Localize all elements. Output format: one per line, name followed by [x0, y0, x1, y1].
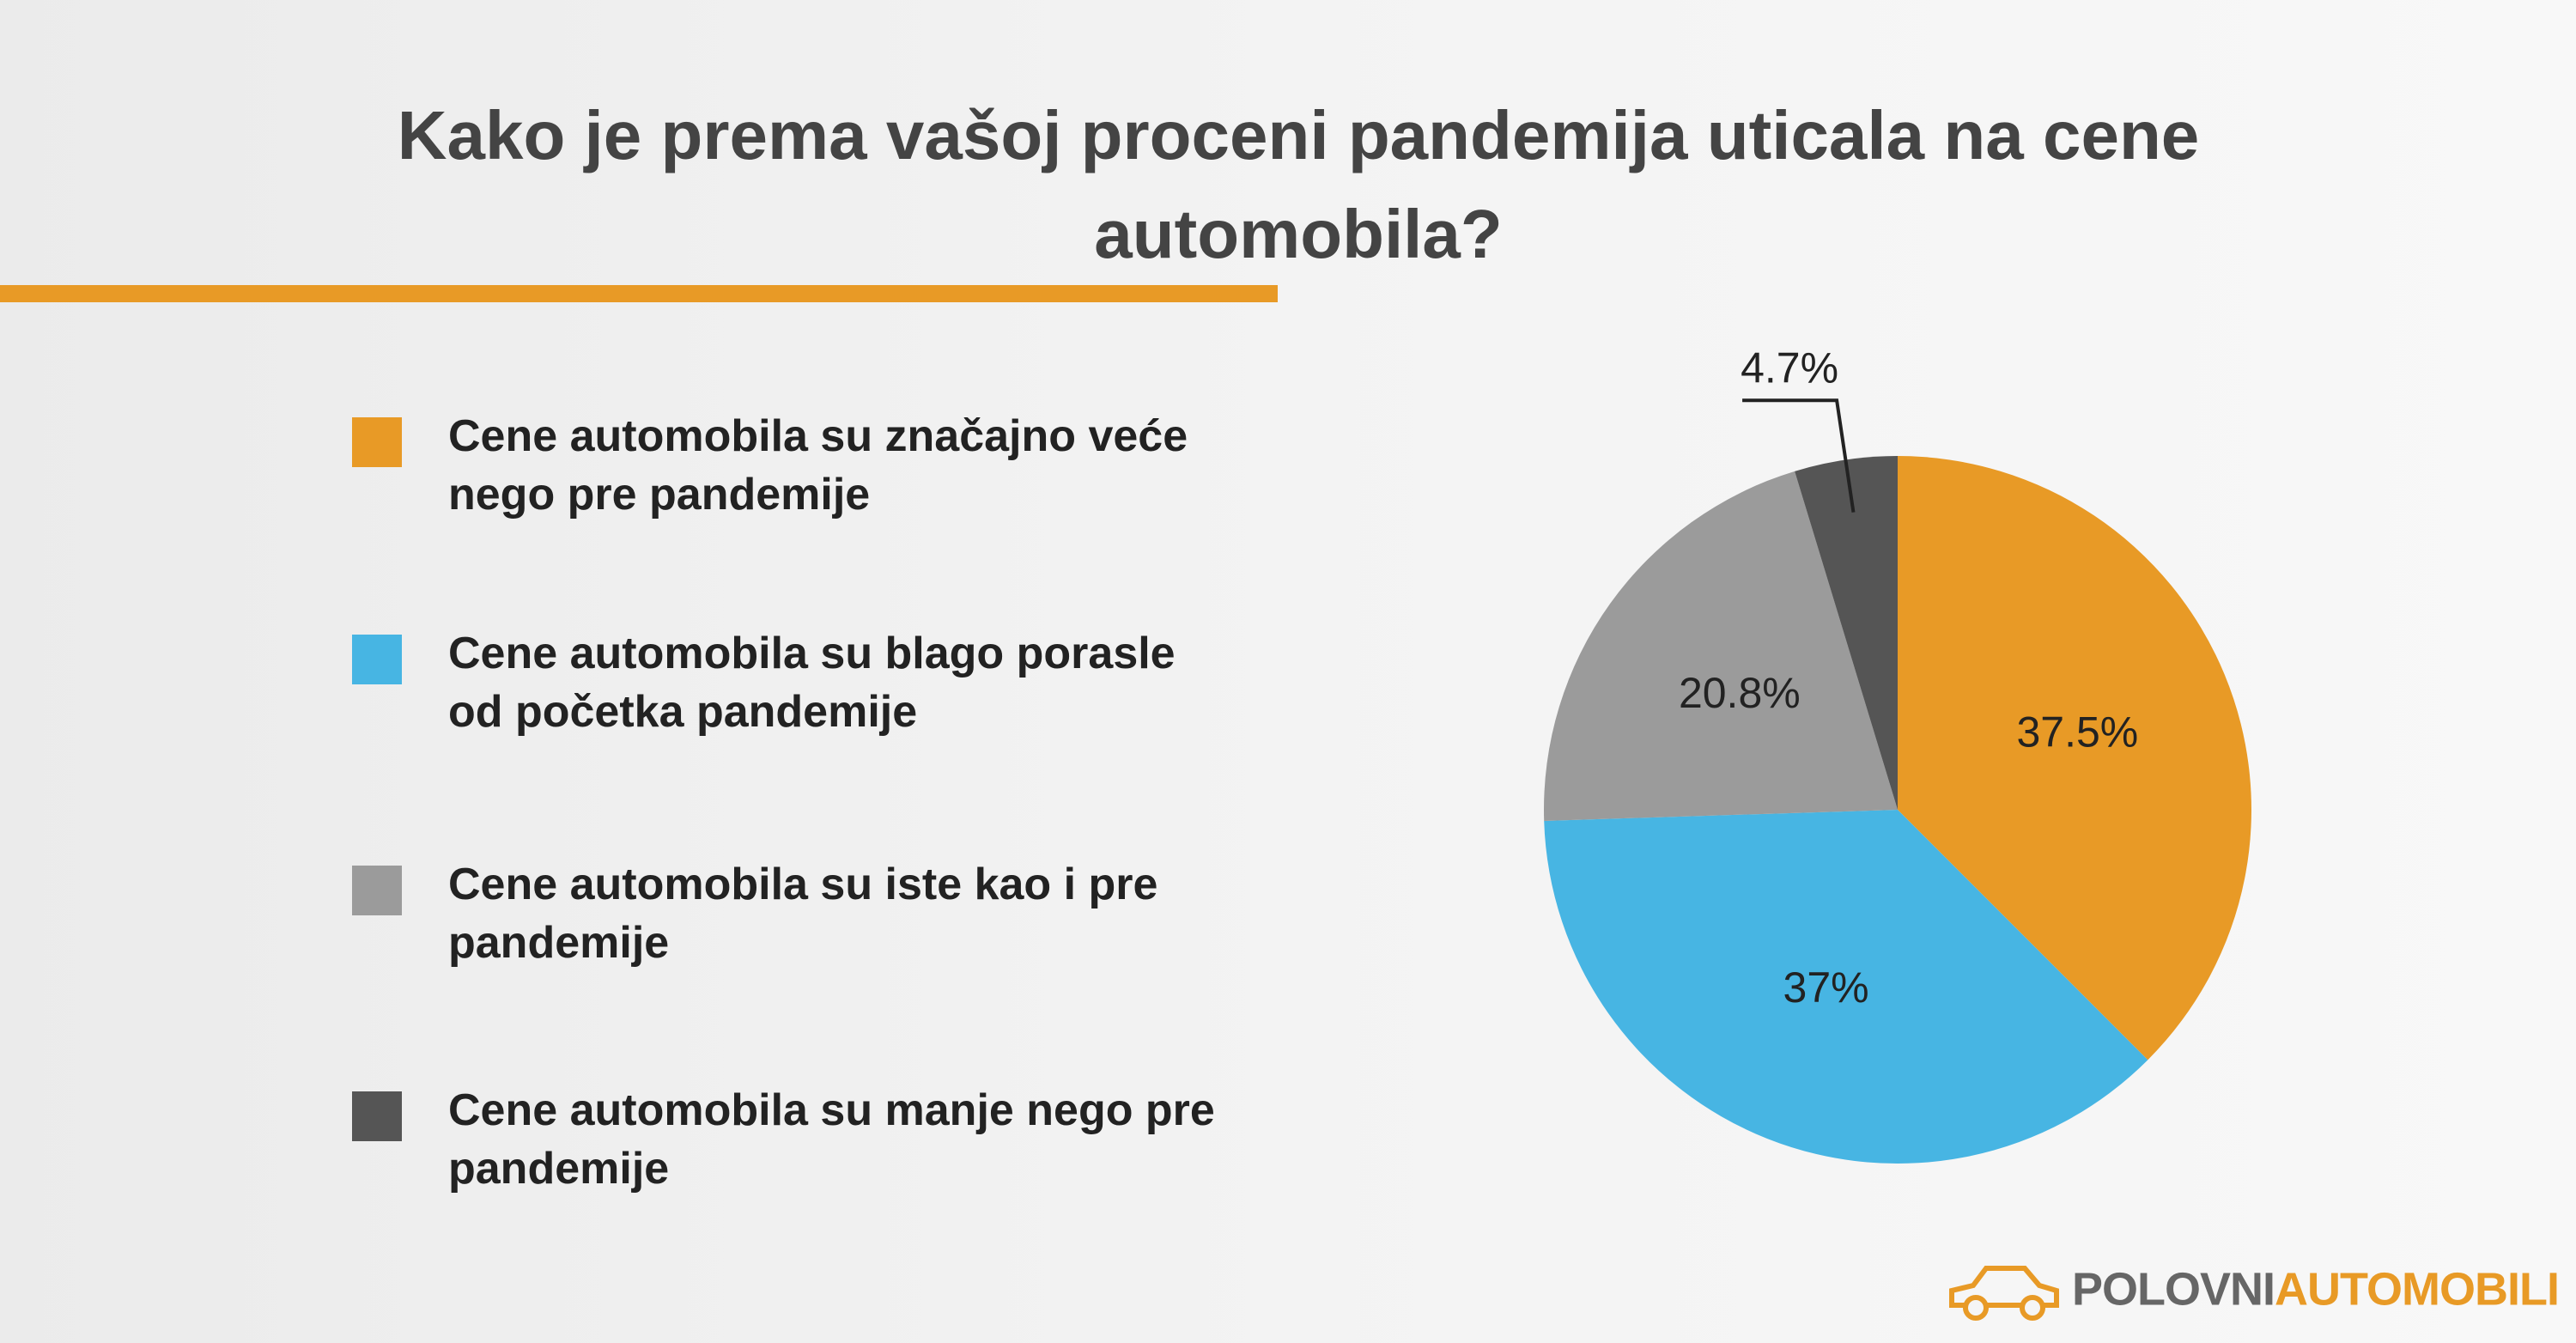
- pie-slice: [1795, 456, 1898, 810]
- logo: POLOVNIAUTOMOBILI: [1943, 1258, 2560, 1327]
- legend-label: Cene automobila su manje nego pre pandem…: [448, 1085, 1215, 1194]
- legend-label: Cene automobila su značajno veće nego pr…: [448, 411, 1188, 520]
- logo-second: AUTOMOBILI: [2275, 1263, 2560, 1316]
- chart-title: Kako je prema vašoj proceni pandemija ut…: [397, 97, 2200, 272]
- legend-swatch: [352, 417, 402, 467]
- pie-slice: [1544, 471, 1898, 821]
- legend-swatch: [352, 635, 402, 684]
- title-rule: [0, 285, 1278, 302]
- slice-label: 20.8%: [1679, 669, 1801, 717]
- pie-slice: [1544, 810, 2148, 1164]
- slice-label: 37.5%: [2016, 708, 2138, 756]
- legend-swatch: [352, 866, 402, 915]
- legend-swatch: [352, 1091, 402, 1141]
- pie-slice: [1898, 456, 2252, 1060]
- slice-label: 4.7%: [1741, 343, 1838, 392]
- legend-label: Cene automobila su iste kao i pre pandem…: [448, 860, 1158, 968]
- leader-line: [1742, 398, 1856, 513]
- legend-label: Cene automobila su blago porasle od poče…: [448, 629, 1176, 737]
- logo-car: [1948, 1266, 2059, 1321]
- logo-first: POLOVNI: [2071, 1263, 2275, 1316]
- slice-label: 37%: [1783, 963, 1869, 1012]
